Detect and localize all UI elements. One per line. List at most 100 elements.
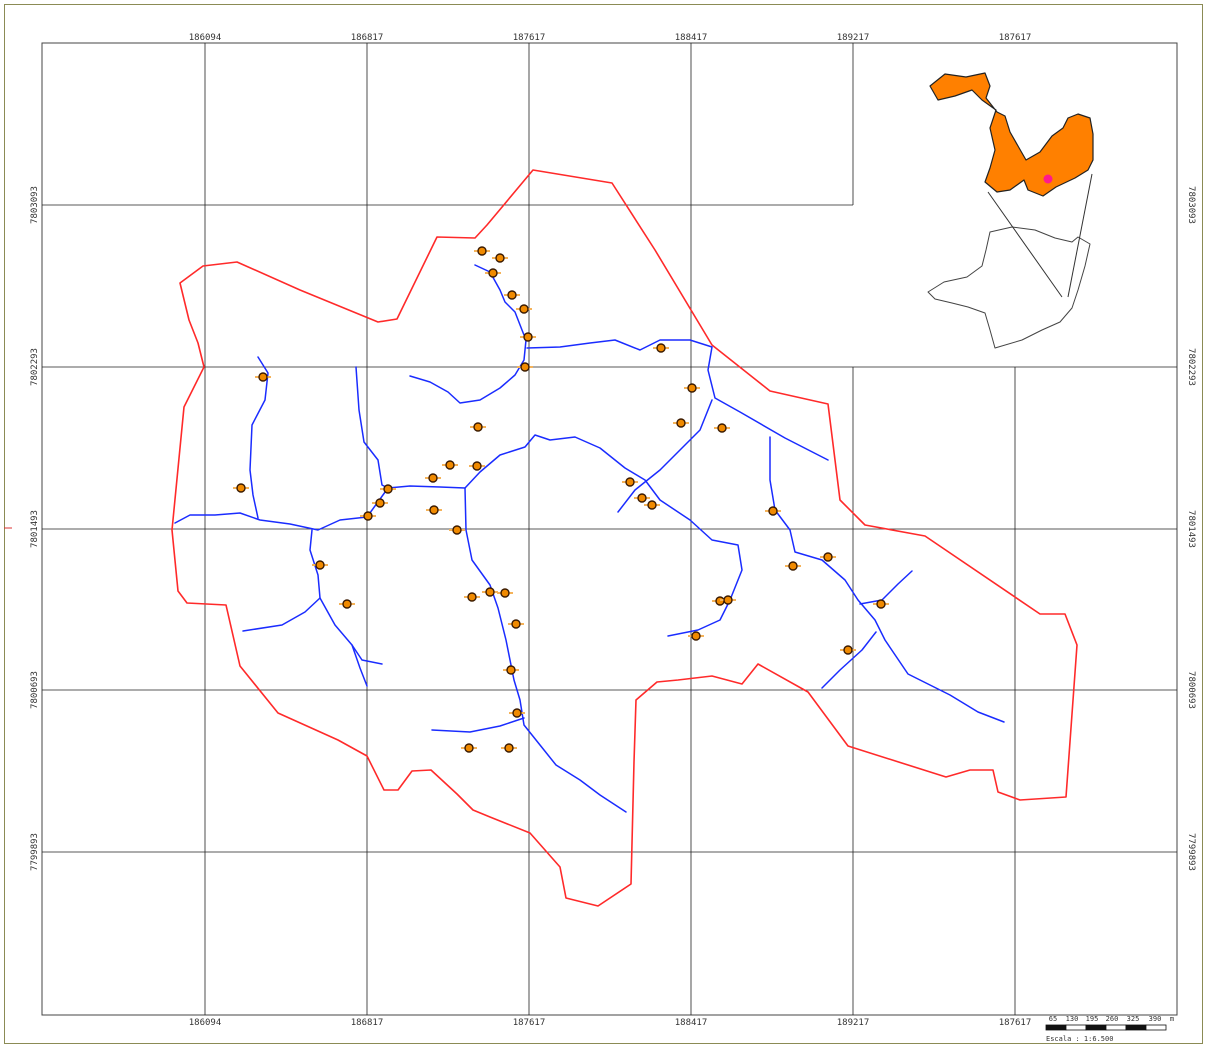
sample-point xyxy=(634,493,650,503)
bottom-x-label: 186817 xyxy=(351,1018,384,1028)
scale-tick-label: 390 xyxy=(1149,1015,1162,1023)
left-y-label: 7800693 xyxy=(30,671,40,709)
sample-point xyxy=(464,592,480,602)
stream-southwest-inlet xyxy=(431,717,525,733)
sample-point-marker xyxy=(523,332,533,342)
sample-point-marker xyxy=(375,498,385,508)
sample-point-marker xyxy=(788,561,798,571)
sample-point xyxy=(426,505,442,515)
sample-point xyxy=(255,372,271,382)
left-y-label: 7799893 xyxy=(30,833,40,871)
sample-point-marker xyxy=(429,505,439,515)
bottom-x-label: 187617 xyxy=(999,1018,1032,1028)
sample-point xyxy=(509,708,525,718)
watershed-boundary xyxy=(171,169,1078,907)
right-y-label: 7802293 xyxy=(1186,348,1196,386)
sample-point xyxy=(520,332,536,342)
stream-central-south xyxy=(464,487,627,813)
sample-point-marker xyxy=(477,246,487,256)
inset-leader-line xyxy=(987,191,1063,298)
stream-east-branch xyxy=(526,339,829,461)
left-y-label: 7801493 xyxy=(30,510,40,548)
sample-point-marker xyxy=(452,525,462,535)
sample-point xyxy=(653,343,669,353)
sample-point xyxy=(492,253,508,263)
sample-point-marker xyxy=(519,304,529,314)
sample-point xyxy=(497,588,513,598)
stream-network xyxy=(174,264,1005,813)
sample-point-marker xyxy=(507,290,517,300)
sample-point-marker xyxy=(723,595,733,605)
inset-study-area-marker xyxy=(1043,174,1053,184)
sample-point-marker xyxy=(236,483,246,493)
scale-tick-label: 65 xyxy=(1049,1015,1057,1023)
stream-central xyxy=(174,434,743,637)
sample-point-marker xyxy=(768,506,778,516)
sample-point xyxy=(449,525,465,535)
sample-point xyxy=(644,500,660,510)
sample-point xyxy=(461,743,477,753)
sample-point-marker xyxy=(495,253,505,263)
sample-point-marker xyxy=(472,461,482,471)
sample-point xyxy=(720,595,736,605)
sample-point xyxy=(503,665,519,675)
bottom-x-labels: 186094 186817 187617 188417 189217 18761… xyxy=(189,1018,1032,1028)
sample-point-marker xyxy=(428,473,438,483)
sample-point-marker xyxy=(876,599,886,609)
top-x-label: 187617 xyxy=(513,33,546,43)
sample-point-marker xyxy=(500,588,510,598)
sample-point xyxy=(517,362,533,372)
sample-point-marker xyxy=(512,708,522,718)
sample-point xyxy=(714,423,730,433)
scale-tick-label: 260 xyxy=(1106,1015,1119,1023)
sample-point xyxy=(380,484,396,494)
sample-point xyxy=(372,498,388,508)
sample-point xyxy=(360,511,376,521)
sample-point xyxy=(501,743,517,753)
sample-point-marker xyxy=(691,631,701,641)
scale-tick-label: 195 xyxy=(1086,1015,1099,1023)
sample-point xyxy=(312,560,328,570)
stream-southwest-2 xyxy=(319,597,383,665)
sample-points xyxy=(233,246,889,753)
left-y-labels: 7803093 7802293 7801493 7800693 7799893 xyxy=(30,186,40,871)
bottom-x-label: 189217 xyxy=(837,1018,870,1028)
scale-tick-label: 130 xyxy=(1066,1015,1079,1023)
stream-main-east xyxy=(617,399,713,513)
sample-point xyxy=(508,619,524,629)
sample-point-marker xyxy=(520,362,530,372)
sample-point-marker xyxy=(464,743,474,753)
scale-tick-label: 325 xyxy=(1127,1015,1140,1023)
scale-bar: 65 130 195 260 325 390 m Escala : 1:6.50… xyxy=(1045,1015,1174,1043)
sample-point xyxy=(673,418,689,428)
bottom-x-label: 186094 xyxy=(189,1018,222,1028)
stream-east-mid xyxy=(769,436,1005,723)
bottom-x-label: 188417 xyxy=(675,1018,708,1028)
scale-unit: m xyxy=(1170,1015,1174,1023)
top-x-label: 188417 xyxy=(675,33,708,43)
sample-point xyxy=(474,246,490,256)
top-x-label: 186094 xyxy=(189,33,222,43)
sample-point-marker xyxy=(843,645,853,655)
stream-east-lower-tributary xyxy=(821,631,877,689)
sample-point xyxy=(516,304,532,314)
sample-point xyxy=(233,483,249,493)
sample-point-marker xyxy=(488,268,498,278)
sample-point-marker xyxy=(717,423,727,433)
top-x-labels: 186094 186817 187617 188417 189217 18761… xyxy=(189,33,1032,43)
bottom-x-label: 187617 xyxy=(513,1018,546,1028)
inset-municipality-shape xyxy=(929,72,1094,197)
sample-point-marker xyxy=(445,460,455,470)
sample-point xyxy=(688,631,704,641)
scale-bar-segments xyxy=(1045,1024,1167,1031)
sample-point-marker xyxy=(511,619,521,629)
stream-west-upper xyxy=(249,356,269,519)
sample-point xyxy=(873,599,889,609)
right-y-label: 7800693 xyxy=(1186,671,1196,709)
sample-point xyxy=(482,587,498,597)
sample-point xyxy=(785,561,801,571)
sample-point-marker xyxy=(506,665,516,675)
sample-point xyxy=(684,383,700,393)
left-y-label: 7802293 xyxy=(30,348,40,386)
